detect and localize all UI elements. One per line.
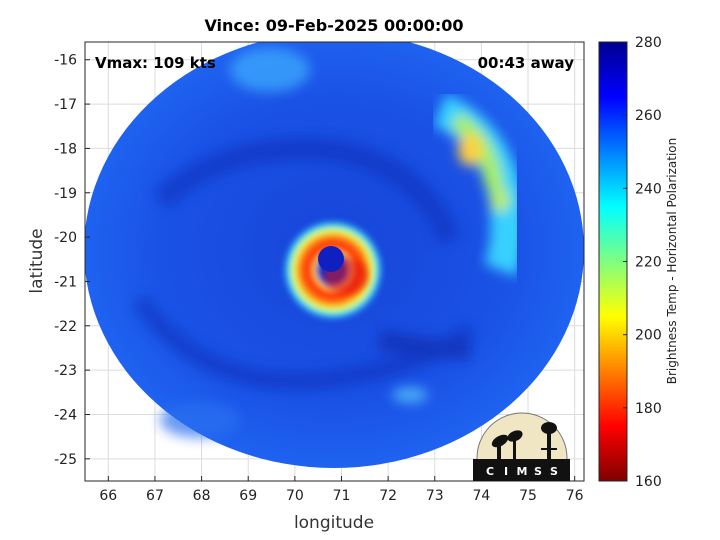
x-axis-label: longitude: [294, 513, 374, 533]
logo-letter: M: [517, 465, 528, 478]
colorbar-tick-label: 220: [635, 255, 662, 271]
satellite-dish-icon: [491, 430, 523, 460]
x-tick-label: 66: [99, 488, 117, 504]
x-tick-label: 68: [193, 488, 211, 504]
x-tick-label: 74: [472, 488, 490, 504]
y-tick-label: -22: [54, 319, 77, 335]
colorbar-ticks: 280 260 240 220 200 180 160: [623, 35, 662, 490]
x-axis-ticks: 66 67 68 69 70 71 72 73 74 75 76: [99, 476, 584, 504]
y-tick-label: -19: [54, 186, 77, 202]
colorbar-tick-label: 200: [635, 328, 662, 344]
logo-letter: I: [504, 465, 508, 478]
colorbar: [598, 41, 628, 482]
x-tick-label: 72: [379, 488, 397, 504]
x-tick-label: 75: [519, 488, 537, 504]
x-tick-label: 73: [426, 488, 444, 504]
outer-rainband: [433, 94, 525, 277]
time-away-text: 00:43 away: [478, 54, 575, 72]
water-tower-icon: [541, 422, 557, 459]
x-tick-label: 70: [286, 488, 304, 504]
y-tick-label: -18: [54, 141, 77, 157]
storm-eye: [318, 246, 344, 272]
colorbar-tick-label: 160: [635, 474, 662, 490]
y-tick-label: -16: [54, 53, 77, 69]
colorbar-tick-label: 260: [635, 108, 662, 124]
logo-letter: S: [534, 465, 542, 478]
y-tick-label: -20: [54, 230, 77, 246]
x-tick-label: 69: [239, 488, 257, 504]
satellite-imagery: [85, 42, 584, 468]
y-tick-label: -24: [54, 407, 77, 423]
colorbar-tick-label: 280: [635, 35, 662, 51]
y-tick-label: -25: [54, 452, 77, 468]
colorbar-tick-label: 180: [635, 401, 662, 417]
colorbar-tick-label: 240: [635, 181, 662, 197]
y-tick-label: -23: [54, 363, 77, 379]
x-tick-label: 67: [146, 488, 164, 504]
y-axis-label: latitude: [27, 228, 47, 293]
x-tick-label: 76: [566, 488, 584, 504]
chart-title: Vince: 09-Feb-2025 00:00:00: [204, 16, 463, 35]
logo-letter: S: [550, 465, 558, 478]
colorbar-label: Brightness Temp - Horizontal Polarizatio…: [665, 138, 679, 385]
y-tick-label: -21: [54, 274, 77, 290]
logo-letter: C: [486, 465, 494, 478]
axes-frame: [84, 41, 585, 482]
warm-fringe: [160, 48, 428, 438]
vmax-text: Vmax: 109 kts: [95, 54, 216, 72]
spiral-bands: [132, 137, 476, 390]
y-axis-ticks: -16 -17 -18 -19 -20 -21 -22 -23 -24 -25: [54, 53, 90, 468]
x-tick-label: 71: [333, 488, 351, 504]
y-tick-label: -17: [54, 97, 77, 113]
